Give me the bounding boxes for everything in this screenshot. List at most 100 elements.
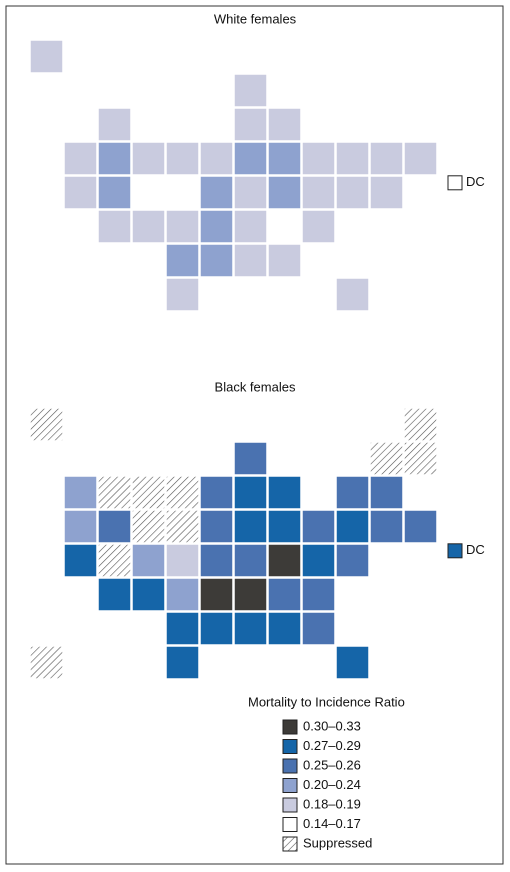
state <box>165 107 200 142</box>
state <box>267 543 302 578</box>
state <box>369 509 404 544</box>
state <box>165 209 200 244</box>
legend-swatch <box>282 758 298 774</box>
state <box>301 543 336 578</box>
state <box>301 209 336 244</box>
state <box>97 175 132 210</box>
state <box>63 543 98 578</box>
state <box>335 509 370 544</box>
state <box>267 475 302 510</box>
state <box>335 175 370 210</box>
state <box>233 243 268 278</box>
map-title: Black females <box>215 379 296 394</box>
state <box>369 175 404 210</box>
state <box>233 543 268 578</box>
state <box>131 141 166 176</box>
state <box>131 209 166 244</box>
state <box>199 543 234 578</box>
state <box>165 611 200 646</box>
dc-label: DC <box>466 174 485 189</box>
state <box>233 107 268 142</box>
state <box>165 509 200 544</box>
state <box>131 509 166 544</box>
legend-swatch <box>282 778 298 793</box>
state <box>97 509 132 544</box>
state <box>335 107 370 142</box>
state <box>131 107 166 142</box>
state <box>29 39 64 74</box>
legend-label: 0.18–0.19 <box>303 796 361 811</box>
state <box>369 73 404 108</box>
state <box>165 175 200 210</box>
state <box>233 141 268 176</box>
state <box>63 509 98 544</box>
state <box>335 277 370 312</box>
state <box>267 577 302 612</box>
legend-swatch <box>282 817 298 832</box>
state <box>63 107 98 142</box>
state <box>267 209 302 244</box>
state <box>97 543 132 578</box>
state <box>233 175 268 210</box>
state <box>131 577 166 612</box>
state <box>233 611 268 646</box>
state <box>403 509 438 544</box>
state <box>403 73 438 108</box>
state <box>63 175 98 210</box>
state <box>97 577 132 612</box>
state <box>335 543 370 578</box>
state <box>403 141 438 176</box>
state <box>403 407 438 442</box>
legend-label: 0.27–0.29 <box>303 738 361 753</box>
state <box>97 475 132 510</box>
legend-label: 0.20–0.24 <box>303 777 361 792</box>
state <box>267 107 302 142</box>
state <box>199 475 234 510</box>
state <box>199 141 234 176</box>
legend-swatch <box>282 739 298 754</box>
state <box>369 543 404 578</box>
state <box>199 175 234 210</box>
state <box>199 243 234 278</box>
state <box>165 141 200 176</box>
state <box>335 645 370 680</box>
state <box>165 543 200 578</box>
state <box>335 475 370 510</box>
dc-label: DC <box>466 542 485 557</box>
state <box>63 141 98 176</box>
state <box>267 175 302 210</box>
state <box>131 543 166 578</box>
legend-swatch <box>282 719 298 735</box>
state <box>233 577 268 612</box>
state <box>131 475 166 510</box>
state <box>301 611 336 646</box>
state <box>29 277 64 312</box>
state <box>267 141 302 176</box>
state <box>301 243 336 278</box>
state <box>97 209 132 244</box>
state <box>267 509 302 544</box>
state <box>199 509 234 544</box>
state <box>369 475 404 510</box>
legend-label: 0.30–0.33 <box>303 718 361 733</box>
legend-title: Mortality to Incidence Ratio <box>248 694 405 709</box>
state <box>403 39 438 74</box>
state <box>199 577 234 612</box>
state <box>335 141 370 176</box>
state <box>29 407 64 442</box>
state <box>233 441 268 476</box>
state <box>29 645 64 680</box>
state <box>233 509 268 544</box>
state <box>267 243 302 278</box>
state <box>369 441 404 476</box>
state <box>165 277 200 312</box>
state <box>97 141 132 176</box>
state <box>165 475 200 510</box>
dc-box <box>447 543 463 559</box>
state <box>199 209 234 244</box>
state <box>199 107 234 142</box>
state <box>63 475 98 510</box>
state <box>301 509 336 544</box>
state <box>97 107 132 142</box>
